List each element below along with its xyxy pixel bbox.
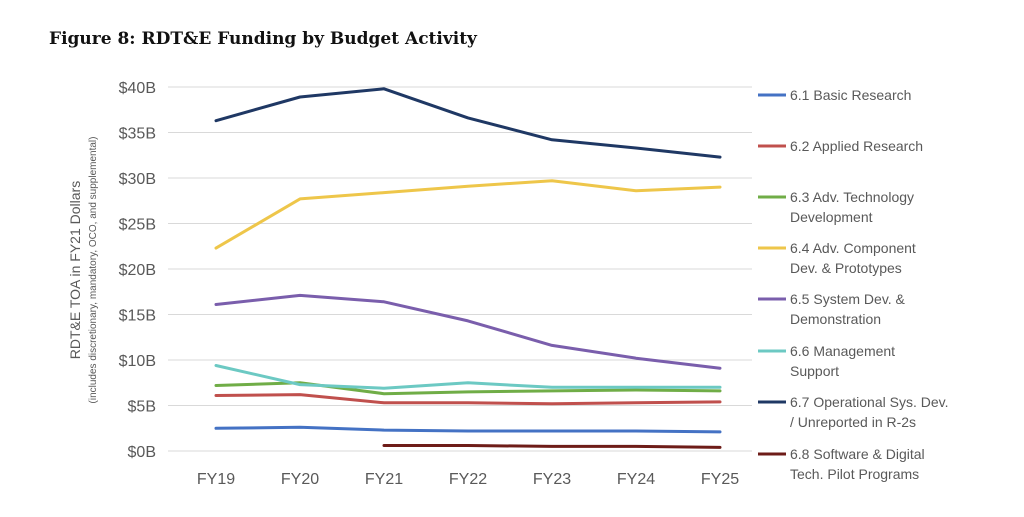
- y-tick-label: $20B: [119, 262, 156, 279]
- x-tick-label: FY20: [281, 471, 319, 488]
- y-tick-label: $35B: [119, 126, 156, 143]
- legend-label: 6.2 Applied Research: [790, 138, 923, 154]
- series-line: [382, 444, 722, 449]
- x-tick-label: FY25: [701, 471, 739, 488]
- legend-item: 6.4 Adv. Component Dev. & Prototypes: [758, 240, 916, 276]
- legend-item: 6.3 Adv. Technology Development: [758, 189, 914, 225]
- legend-label: 6.3 Adv. Technology: [790, 189, 914, 205]
- x-axis-tick-labels: FY19 FY20 FY21 FY22 FY23 FY24 FY25: [197, 471, 739, 488]
- series-line: [214, 425, 722, 434]
- legend-label: 6.8 Software & Digital: [790, 446, 925, 462]
- legend-label: 6.1 Basic Research: [790, 87, 911, 103]
- y-axis-tick-labels: $0B $5B $10B $15B $20B $25B $30B $35B $40B: [119, 80, 156, 461]
- y-tick-label: $10B: [119, 353, 156, 370]
- legend-item: 6.7 Operational Sys. Dev. / Unreported in…: [758, 394, 948, 430]
- y-tick-label: $15B: [119, 308, 156, 325]
- y-tick-label: $25B: [119, 217, 156, 234]
- legend-item: 6.5 System Dev. & Demonstration: [758, 291, 906, 327]
- x-tick-label: FY21: [365, 471, 403, 488]
- series-line: [214, 364, 722, 390]
- legend-item: 6.1 Basic Research: [758, 87, 911, 103]
- legend-label: Development: [790, 209, 873, 225]
- legend-item: 6.8 Software & Digital Tech. Pilot Progra…: [758, 446, 925, 482]
- series-line: [214, 179, 722, 250]
- y-axis-sublabel: (includes discretionary, mandatory, OCO,…: [88, 137, 99, 404]
- legend-item: 6.6 Management Support: [758, 343, 895, 379]
- legend-label: 6.7 Operational Sys. Dev.: [790, 394, 948, 410]
- legend-label: 6.6 Management: [790, 343, 895, 359]
- y-tick-label: $5B: [128, 399, 156, 416]
- legend-label: Support: [790, 363, 839, 379]
- series-line: [214, 87, 722, 159]
- legend-item: 6.2 Applied Research: [758, 138, 923, 154]
- figure-title: Figure 8: RDT&E Funding by Budget Activi…: [49, 29, 477, 49]
- series-line: [214, 381, 722, 396]
- legend: 6.1 Basic Research 6.2 Applied Research 6.…: [758, 87, 948, 482]
- legend-label: Dev. & Prototypes: [790, 260, 902, 276]
- legend-label: 6.4 Adv. Component: [790, 240, 916, 256]
- x-tick-label: FY24: [617, 471, 655, 488]
- y-axis-label: RDT&E TOA in FY21 Dollars: [67, 181, 83, 359]
- legend-label: Demonstration: [790, 311, 881, 327]
- legend-label: / Unreported in R-2s: [790, 414, 916, 430]
- y-tick-label: $40B: [119, 80, 156, 97]
- legend-label: 6.5 System Dev. &: [790, 291, 906, 307]
- series-line: [214, 393, 722, 406]
- y-tick-label: $0B: [128, 444, 156, 461]
- series-line: [214, 293, 722, 370]
- legend-label: Tech. Pilot Programs: [790, 466, 919, 482]
- x-tick-label: FY19: [197, 471, 235, 488]
- series-lines: [214, 87, 722, 449]
- x-tick-label: FY22: [449, 471, 487, 488]
- x-tick-label: FY23: [533, 471, 571, 488]
- y-tick-label: $30B: [119, 171, 156, 188]
